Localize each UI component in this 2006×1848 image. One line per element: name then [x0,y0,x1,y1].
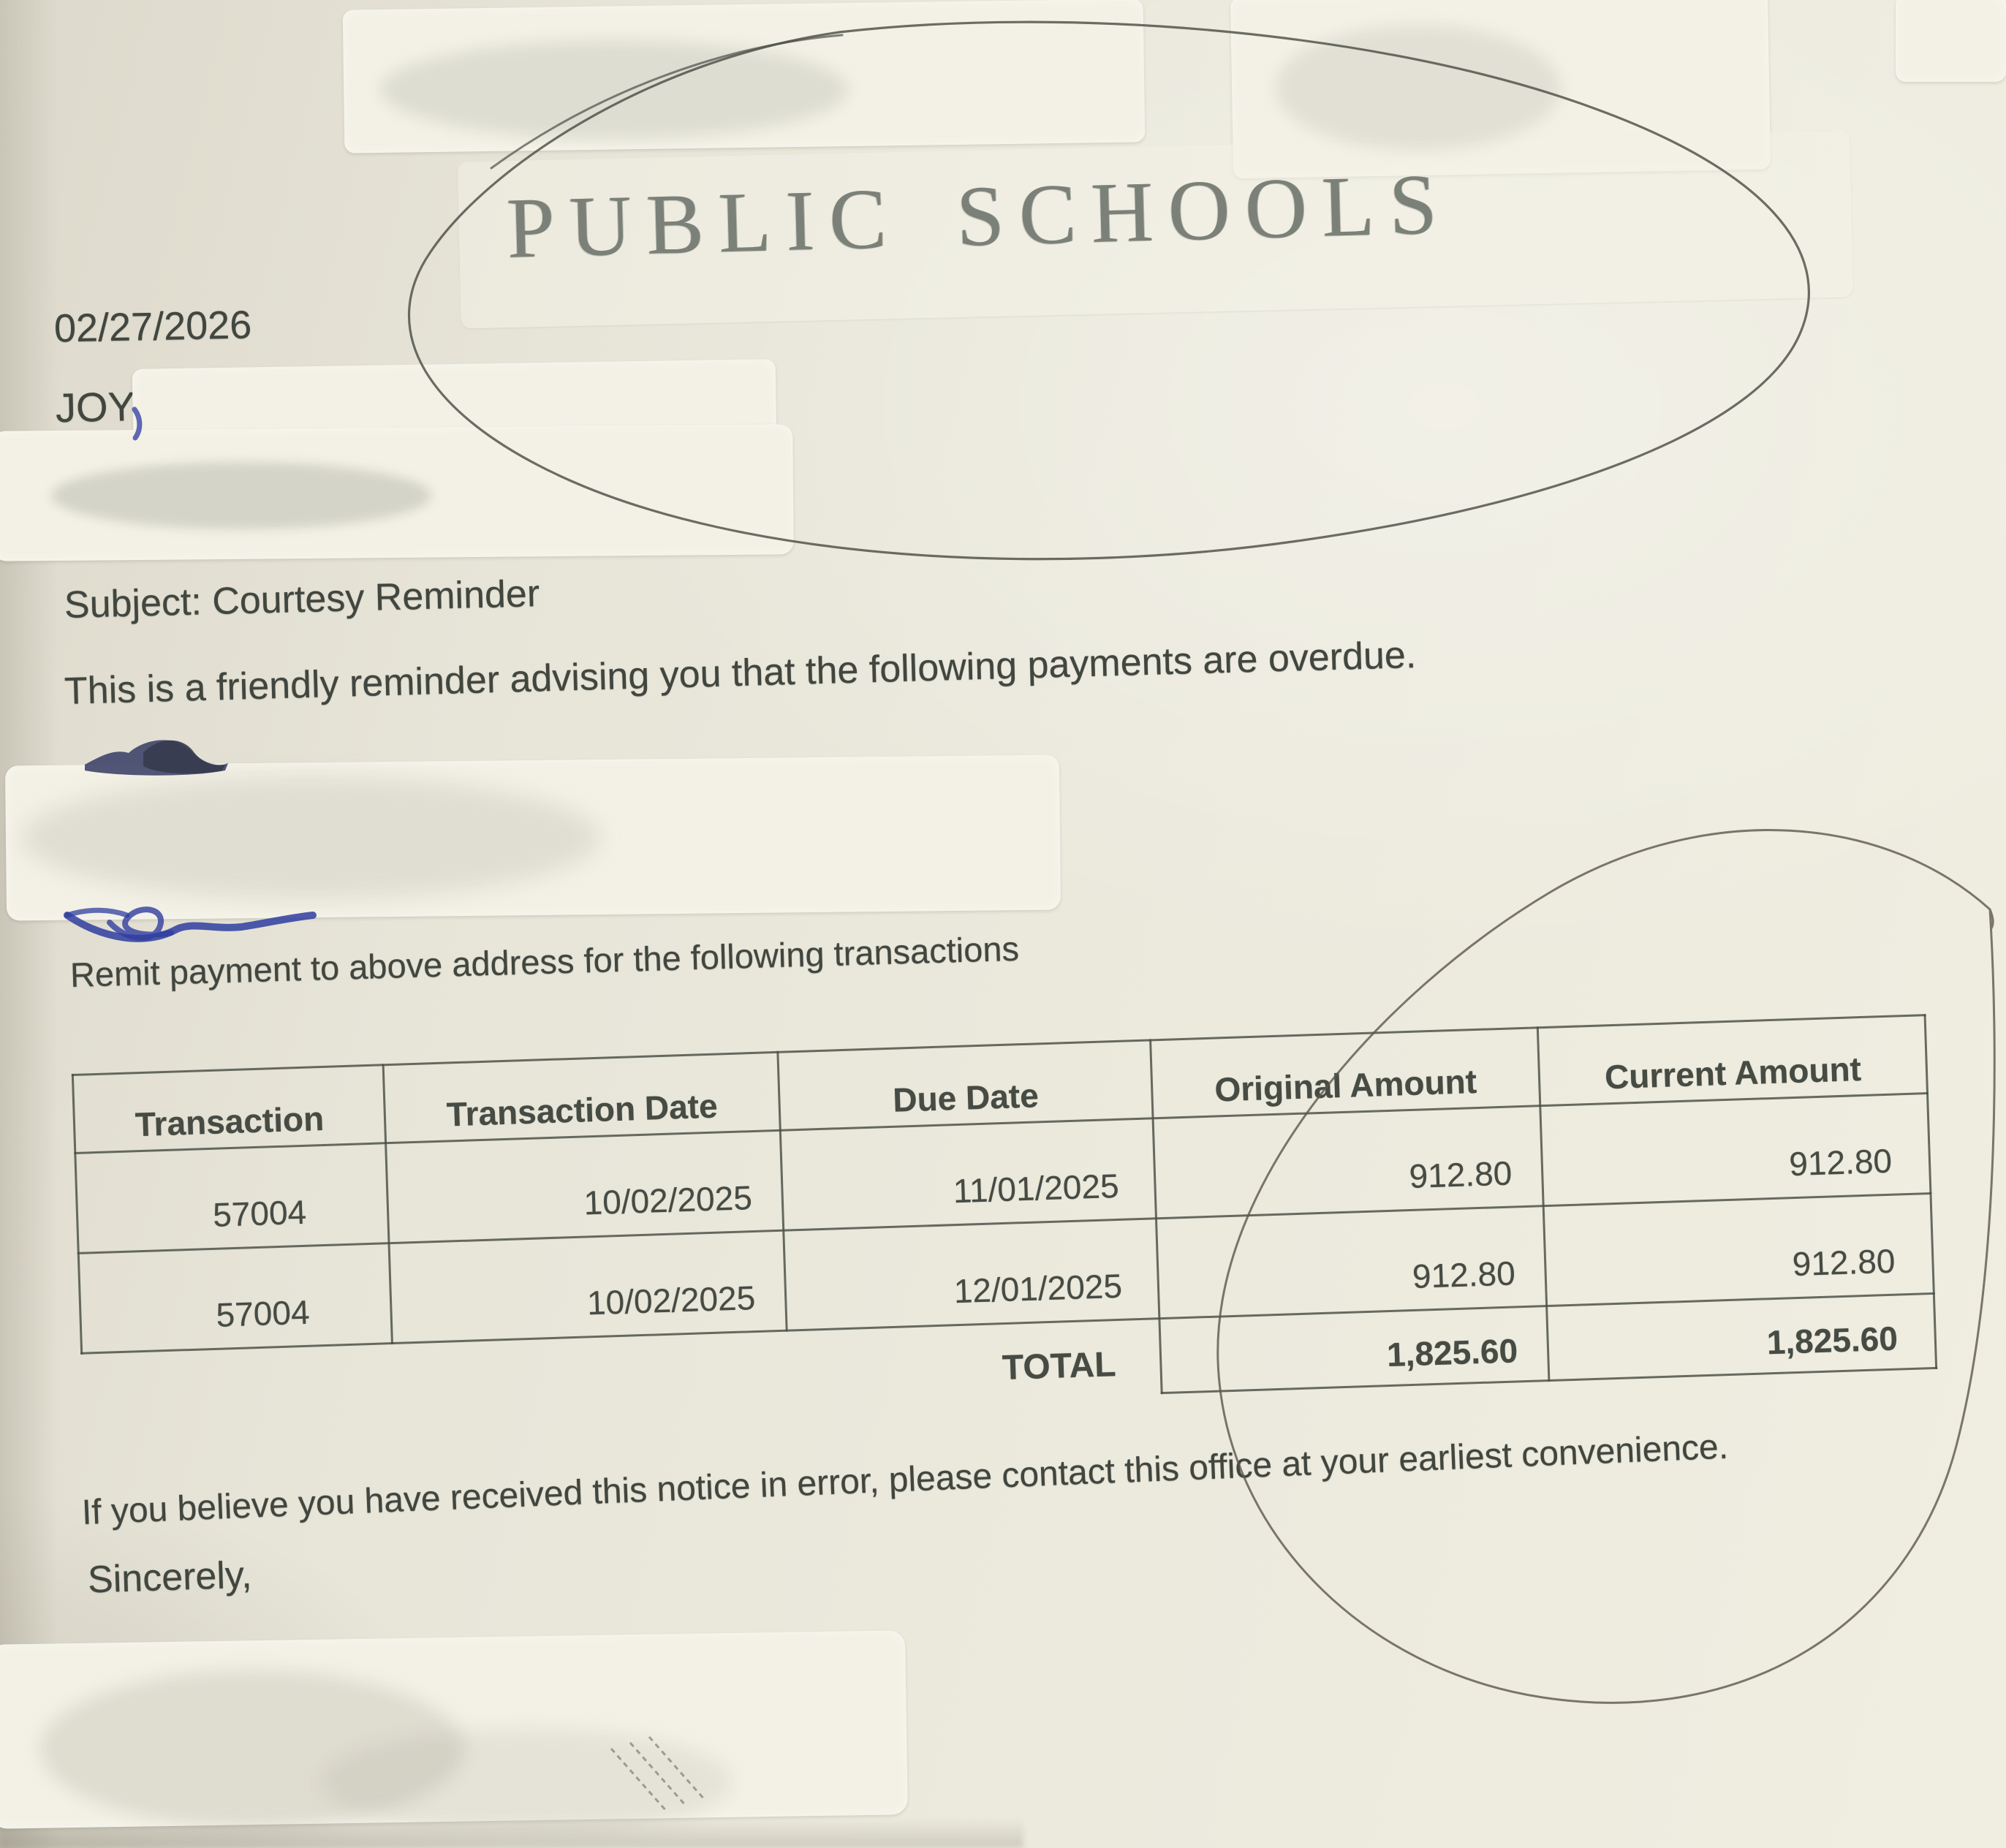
total-row-spacer [82,1344,395,1428]
letter-date: 02/27/2026 [53,303,252,351]
total-original-amount: 1,825.60 [1159,1306,1549,1393]
ghost-text-smudge-top-left [380,40,848,139]
cell-transaction-date: 10/02/2025 [389,1230,787,1344]
col-header-original-amount: Original Amount [1150,1027,1540,1118]
cell-due-date: 11/01/2025 [780,1118,1157,1231]
total-current-amount: 1,825.60 [1546,1293,1937,1381]
cell-current-amount: 912.80 [1543,1193,1934,1306]
col-header-transaction: Transaction [72,1064,386,1154]
ghost-signature-smudge-1 [40,1670,464,1828]
redaction-sticker-top-right-corner [1896,0,2006,82]
subject-line: Subject: Courtesy Reminder [64,572,540,626]
closing-line: Sincerely, [87,1553,253,1602]
cell-transaction: 57004 [75,1143,390,1254]
total-row-spacer [392,1330,789,1417]
col-header-transaction-date: Transaction Date [383,1052,781,1143]
cell-original-amount: 912.80 [1156,1205,1547,1319]
cell-transaction: 57004 [78,1243,393,1354]
remit-line: Remit payment to above address for the f… [69,928,1020,994]
cell-original-amount: 912.80 [1153,1105,1544,1219]
intro-line: This is a friendly reminder advising you… [64,633,1417,713]
ghost-address-smudge [22,776,599,899]
cell-current-amount: 912.80 [1540,1093,1931,1206]
cell-due-date: 12/01/2025 [783,1218,1159,1331]
ghost-text-smudge-name-block [51,462,431,529]
col-header-due-date: Due Date [777,1040,1154,1131]
signature-area [44,1667,848,1835]
total-label: TOTAL [1002,1344,1117,1387]
ghost-text-smudge-top-middle [1276,26,1561,150]
col-header-current-amount: Current Amount [1537,1015,1928,1106]
error-notice-line: If you believe you have received this no… [80,1427,1729,1532]
transactions-table: Transaction Transaction Date Due Date Or… [72,1014,1937,1429]
cell-transaction-date: 10/02/2025 [385,1130,784,1243]
recipient-name-visible: JOY [55,383,136,431]
